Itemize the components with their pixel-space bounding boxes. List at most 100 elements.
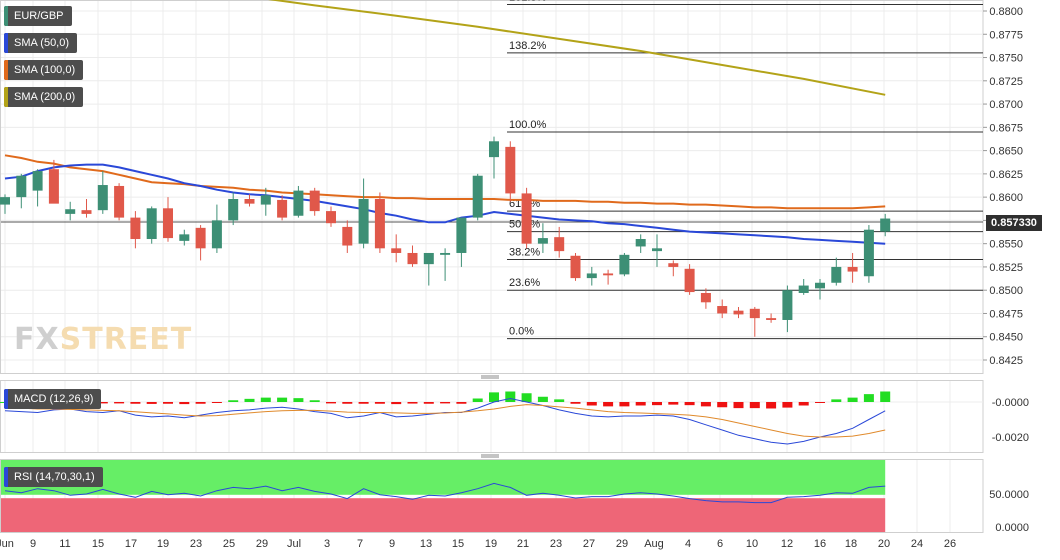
macd-histogram-bar: [244, 398, 255, 402]
x-tick-label: 3: [324, 538, 330, 550]
macd-histogram-bar: [537, 396, 548, 402]
logo-street: STREET: [59, 322, 193, 357]
candle-up: [798, 285, 809, 293]
macd-histogram-bar: [472, 398, 483, 402]
macd-histogram-bar: [505, 391, 516, 402]
x-tick-label: 21: [517, 538, 529, 550]
candle-down: [749, 308, 760, 319]
fib-level-label: 100.0%: [509, 119, 547, 131]
rsi-overbought-zone: [1, 460, 886, 495]
macd-histogram-bar: [782, 402, 793, 408]
x-tick-label: 19: [485, 538, 497, 550]
x-tick-label: 29: [616, 538, 628, 550]
candle-up: [456, 217, 467, 253]
macd-histogram-bar: [277, 397, 288, 402]
y-tick-label: 0.8625: [989, 169, 1023, 181]
legend-rsi-label: RSI (14,70,30,1): [14, 471, 95, 483]
macd-histogram-bar: [423, 402, 434, 404]
macd-histogram-bar: [635, 402, 646, 406]
x-tick-label: 23: [190, 538, 202, 550]
x-tick-label: 4: [685, 538, 691, 550]
legend-sma100-label: SMA (100,0): [14, 64, 76, 76]
candle-up: [472, 175, 483, 218]
fib-level-label: 0.0%: [509, 326, 534, 338]
macd-histogram-bar: [163, 402, 173, 404]
x-tick-label: 19: [157, 538, 169, 550]
legend-sma50[interactable]: SMA (50,0): [4, 33, 78, 53]
macd-histogram-bar: [521, 393, 532, 402]
rsi-tick-label: 50.0000: [989, 489, 1029, 501]
macd-histogram-bar: [880, 391, 891, 402]
candle-down: [342, 226, 353, 246]
candle-up: [537, 238, 548, 244]
macd-histogram-bar: [733, 402, 744, 409]
macd-histogram-bar: [570, 402, 581, 404]
candle-down: [554, 237, 565, 252]
candle-up: [815, 282, 825, 289]
candle-down: [130, 217, 141, 240]
sma100-line: [4, 154, 886, 210]
macd-histogram-bar: [766, 402, 777, 409]
x-tick-label: 10: [746, 538, 758, 550]
macd-histogram-bar: [831, 399, 842, 402]
x-tick-label: 9: [30, 538, 36, 550]
legend-eurgbp[interactable]: EUR/GBP: [4, 6, 72, 26]
x-tick-label: 26: [944, 538, 956, 550]
macd-histogram-bar: [440, 402, 451, 404]
candle-down: [195, 227, 206, 249]
candle-up: [440, 252, 451, 255]
x-tick-label: 24: [911, 538, 923, 550]
macd-histogram-bar: [309, 400, 320, 402]
legend-rsi[interactable]: RSI (14,70,30,1): [4, 467, 103, 487]
candle-up: [32, 171, 43, 191]
candle-up: [831, 266, 842, 283]
candle-up: [635, 239, 646, 247]
fib-level-label: 138.2%: [509, 40, 547, 52]
logo-fx: FX: [14, 322, 60, 357]
candle-down: [326, 211, 336, 224]
candle-up: [863, 229, 874, 277]
sma200-line: [268, 0, 886, 96]
macd-histogram-bar: [391, 402, 402, 405]
x-tick-label: 7: [357, 538, 363, 550]
macd-histogram-bar: [586, 402, 597, 406]
legend-sma200[interactable]: SMA (200,0): [4, 87, 84, 107]
x-tick-label: Jun: [0, 538, 14, 550]
candle-up: [179, 234, 190, 241]
macd-histogram-bar: [228, 400, 239, 402]
candle-down: [114, 185, 125, 218]
fxstreet-logo: FXSTREET: [14, 322, 192, 357]
candle-down: [277, 199, 288, 218]
candle-up: [211, 220, 222, 249]
candle-down: [81, 210, 92, 214]
candle-up: [358, 198, 369, 244]
candle-up: [0, 197, 10, 205]
macd-histogram-bar: [456, 402, 467, 404]
candle-up: [423, 252, 434, 265]
macd-histogram-bar: [847, 397, 858, 402]
y-tick-label: 0.8650: [989, 146, 1023, 158]
legend-macd[interactable]: MACD (12,26,9): [4, 389, 102, 409]
candle-down: [374, 198, 385, 249]
legend-sma200-label: SMA (200,0): [14, 91, 76, 103]
macd-histogram-bar: [652, 402, 662, 406]
candle-up: [16, 175, 27, 198]
macd-histogram-bar: [603, 402, 614, 407]
legend-sma100[interactable]: SMA (100,0): [4, 60, 84, 80]
candle-up: [260, 195, 271, 205]
x-tick-label: 17: [125, 538, 137, 550]
x-tick-label: 13: [420, 538, 432, 550]
candle-down: [521, 193, 532, 244]
x-tick-label: 9: [389, 538, 395, 550]
y-tick-label: 0.8800: [989, 6, 1023, 18]
legend-swatch: [4, 6, 8, 26]
candle-down: [684, 268, 695, 293]
candle-down: [407, 252, 418, 265]
candle-up: [228, 198, 239, 221]
y-tick-label: 0.8775: [989, 29, 1023, 41]
x-tick-label: 12: [781, 538, 793, 550]
y-tick-label: 0.8425: [989, 355, 1023, 367]
candle-down: [48, 169, 59, 204]
